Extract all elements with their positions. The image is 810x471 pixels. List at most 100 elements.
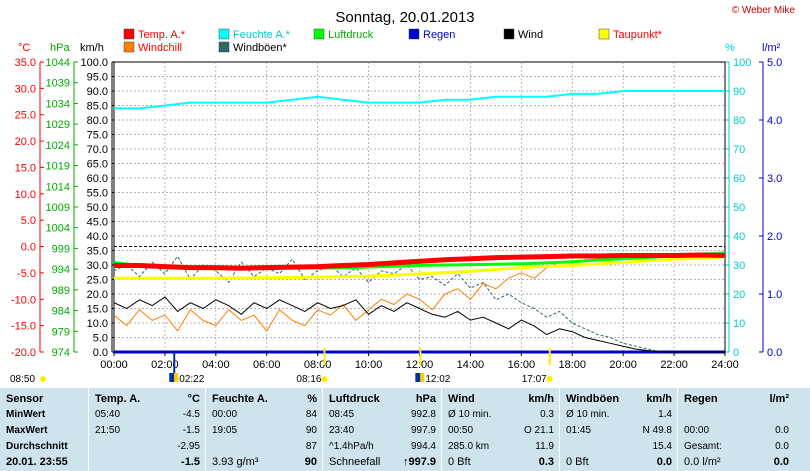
series-line xyxy=(114,255,726,280)
stats-cell: 19:05 xyxy=(212,425,238,436)
stats-cell: 23:40 xyxy=(329,425,355,436)
stats-column: Feuchte A.% 00:00 84 19:05 90 87 3.93 g/m³ 90 xyxy=(205,388,323,471)
stats-row: Schneefall ↑997.9 xyxy=(323,455,442,469)
legend-swatch xyxy=(313,28,325,40)
tick-label: 1014 xyxy=(46,181,70,193)
tick-label: 1029 xyxy=(46,119,70,131)
x-tick-label: 08:00 xyxy=(304,359,332,371)
tick-label: 65.0 xyxy=(87,159,108,171)
x-tick-label: 02:00 xyxy=(151,359,179,371)
x-tick-label: 20:00 xyxy=(609,359,637,371)
stats-row: 23:40 997.9 xyxy=(323,424,442,438)
x-tick-label: 24:00 xyxy=(711,359,739,371)
stats-cell: 00:50 xyxy=(448,425,474,436)
stats-cell: 0.3 xyxy=(540,409,554,420)
stats-row: MinWert xyxy=(0,408,88,422)
axis-unit-label: °C xyxy=(18,42,30,54)
tick-label: 0.0 xyxy=(93,347,108,359)
stats-cell: 90 xyxy=(304,456,317,468)
legend-swatch xyxy=(408,28,420,40)
tick-label: -15.0 xyxy=(11,321,36,333)
statistics-table: Sensor MinWert MaxWert Durchschnitt 20.01. 2… xyxy=(0,388,810,471)
axis-unit-label: km/h xyxy=(80,42,104,54)
stats-row: ^1.4hPa/h 994.4 xyxy=(323,440,442,454)
tick-label: 80.0 xyxy=(87,115,108,127)
tick-label: 85.0 xyxy=(87,101,108,113)
sunrise-label: 08:16 xyxy=(296,374,321,385)
legend-swatch xyxy=(218,28,230,40)
stats-cell: Feuchte A. xyxy=(212,393,268,405)
stats-cell: hPa xyxy=(415,393,436,405)
legend-label: Regen xyxy=(423,29,455,41)
stats-row xyxy=(678,408,795,422)
legend-label: Windchill xyxy=(138,42,182,54)
tick-label: 994 xyxy=(52,264,70,276)
x-tick-label: 10:00 xyxy=(355,359,383,371)
tick-label: 4.0 xyxy=(767,115,782,127)
stats-cell: 1.4 xyxy=(658,409,672,420)
stats-cell: 0.0 xyxy=(775,441,789,452)
legend-swatch xyxy=(503,28,515,40)
stats-row: 3.93 g/m³ 90 xyxy=(206,455,323,469)
stats-cell: Windböen xyxy=(566,393,620,405)
tick-label: 35.0 xyxy=(87,246,108,258)
sun-moon-markers: 08:50 02:22 08:16 12:02 17:07 xyxy=(10,348,553,385)
stats-cell: 00:00 xyxy=(684,425,710,436)
stats-cell: -1.5 xyxy=(182,425,200,436)
stats-row: Ø 10 min. 0.3 xyxy=(442,408,560,422)
moon-time-label: 02:22 xyxy=(179,374,204,385)
x-tick-label: 22:00 xyxy=(660,359,688,371)
legend-swatch xyxy=(123,28,135,40)
tick-label: 979 xyxy=(52,326,70,338)
chart-legend: Temp. A.* Feuchte A.* Luftdruck Regen Wind Ta… xyxy=(123,28,663,54)
series-line xyxy=(114,252,726,271)
tick-label: 3.0 xyxy=(767,173,782,185)
tick-label: 95.0 xyxy=(87,72,108,84)
stats-cell: Ø 10 min. xyxy=(566,409,610,420)
tick-label: 50.0 xyxy=(87,202,108,214)
stats-cell: °C xyxy=(187,393,200,405)
stats-cell: -2.95 xyxy=(177,441,200,452)
tick-label: 5.0 xyxy=(21,215,36,227)
legend-label: Windböen* xyxy=(233,42,288,54)
stats-cell: Regen xyxy=(684,393,718,405)
stats-row: 87 xyxy=(206,440,323,454)
noon-label: 12:02 xyxy=(425,374,450,385)
axis-unit-label: l/m² xyxy=(762,42,781,54)
stats-cell: 90 xyxy=(305,425,317,436)
stats-row: Wind km/h xyxy=(442,392,560,406)
stats-row: Gesamt: 0.0 xyxy=(678,440,795,454)
tick-label: 50 xyxy=(733,202,745,214)
stats-cell: MaxWert xyxy=(6,425,48,436)
copyright-text: © Weber Mike xyxy=(732,5,796,16)
tick-label: 5.0 xyxy=(767,57,782,69)
stats-cell: 0.0 xyxy=(775,425,789,436)
stats-row: Ø 10 min. 1.4 xyxy=(560,408,678,422)
stats-row: Temp. A. °C xyxy=(89,392,206,406)
chart-title: Sonntag, 20.01.2013 xyxy=(335,9,474,26)
stats-row: 08:45 992.8 xyxy=(323,408,442,422)
stats-row: Regen l/m² xyxy=(678,392,795,406)
stats-cell: 0 Bft xyxy=(566,456,589,468)
stats-cell: km/h xyxy=(528,393,554,405)
x-axis: 00:0002:0004:0006:0008:0010:0012:0014:00… xyxy=(100,352,739,371)
stats-cell: -4.5 xyxy=(182,409,200,420)
legend-swatch xyxy=(123,41,135,53)
tick-label: 1009 xyxy=(46,202,70,214)
x-tick-label: 00:00 xyxy=(100,359,128,371)
stats-cell: MinWert xyxy=(6,409,46,420)
tick-label: 35.0 xyxy=(15,57,36,69)
stats-cell: Wind xyxy=(448,393,475,405)
stats-cell: Durchschnitt xyxy=(6,441,68,452)
stats-cell: 0.0 xyxy=(773,456,789,468)
noon-icon xyxy=(415,373,421,382)
tick-label: 45.0 xyxy=(87,217,108,229)
axis-unit-label: % xyxy=(725,42,735,54)
tick-label: 20.0 xyxy=(15,136,36,148)
stats-cell: Ø 10 min. xyxy=(448,409,492,420)
legend-label: Feuchte A.* xyxy=(233,29,291,41)
stats-cell: 15.4 xyxy=(652,441,672,452)
stats-cell: N 49.8 xyxy=(642,425,672,436)
tick-label: 55.0 xyxy=(87,188,108,200)
stats-cell: ↑997.9 xyxy=(402,456,436,468)
